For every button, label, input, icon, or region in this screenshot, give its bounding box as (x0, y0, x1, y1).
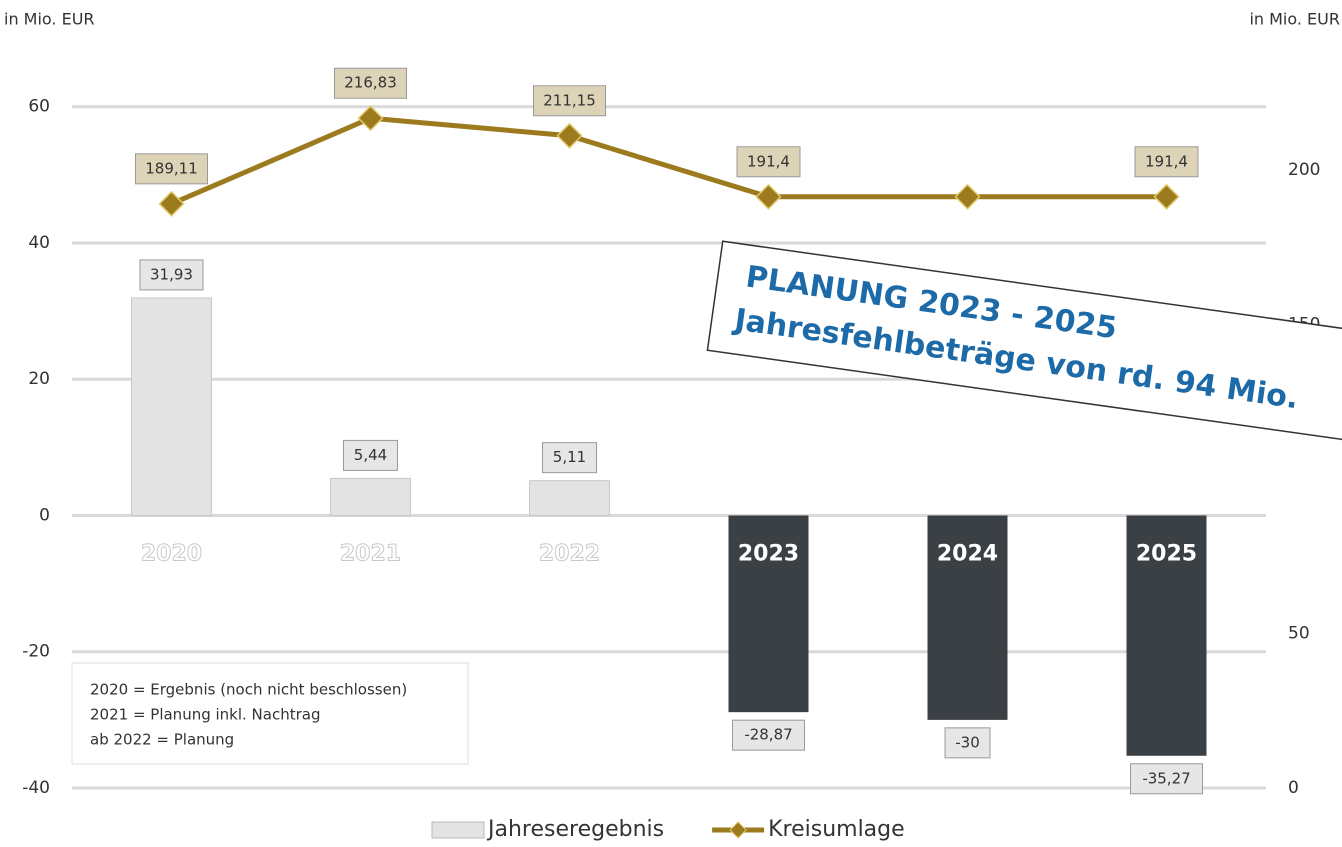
data-label: 191,4 (747, 152, 790, 170)
line (172, 118, 1167, 204)
x-tick-label: 2020 (141, 541, 202, 566)
annotation: 2020 = Ergebnis (noch nicht beschlossen) (90, 681, 407, 699)
data-label: 5,11 (553, 448, 586, 466)
x-tick-label: 2023 (738, 541, 799, 566)
legend-label: Kreisumlage (768, 817, 905, 842)
line-marker (160, 192, 184, 216)
y2-tick-label: 0 (1288, 778, 1299, 798)
y-tick-label: 60 (28, 97, 50, 117)
annotation: ab 2022 = Planung (90, 731, 234, 749)
annotation: 2021 = Planung inkl. Nachtrag (90, 706, 321, 724)
bar (132, 298, 212, 516)
y-tick-label: 40 (28, 233, 50, 253)
data-label: -35,27 (1142, 769, 1190, 787)
data-label: -28,87 (744, 726, 792, 744)
data-label: -30 (955, 733, 980, 751)
x-tick-label: 2024 (937, 541, 998, 566)
line-marker (359, 106, 383, 130)
banner: PLANUNG 2023 - 2025 Jahresfehlbeträge vo… (707, 241, 1342, 447)
y-tick-label: -40 (22, 778, 50, 798)
data-label: 5,44 (354, 446, 387, 464)
line-marker (757, 185, 781, 209)
y-tick-label: 0 (39, 505, 50, 525)
data-label: 31,93 (150, 265, 193, 283)
x-tick-label: 2022 (539, 541, 600, 566)
y2-tick-label: 50 (1288, 624, 1310, 644)
data-label: 191,4 (1145, 152, 1188, 170)
page: {"chart_data": {"type": "bar-line", "lef… (0, 0, 1342, 847)
data-label: 189,11 (145, 159, 198, 177)
right-axis-label: in Mio. EUR (1249, 10, 1340, 29)
line-marker (956, 185, 980, 209)
chart: in Mio. EUR in Mio. EUR 2020 = Ergebnis … (0, 0, 1342, 847)
x-tick-label: 2021 (340, 541, 401, 566)
legend-label: Jahreseregebnis (486, 817, 664, 842)
y-tick-label: 20 (28, 369, 50, 389)
bar (530, 481, 610, 516)
y2-tick-label: 200 (1288, 160, 1320, 180)
line-marker (1155, 185, 1179, 209)
line-marker (558, 124, 582, 148)
x-tick-label: 2025 (1136, 541, 1197, 566)
bar (331, 478, 411, 515)
data-label: 211,15 (543, 91, 596, 109)
legend-marker (730, 822, 746, 838)
data-label: 216,83 (344, 74, 397, 92)
y-tick-label: -20 (22, 642, 50, 662)
legend-swatch (432, 822, 484, 838)
left-axis-label: in Mio. EUR (4, 10, 95, 29)
